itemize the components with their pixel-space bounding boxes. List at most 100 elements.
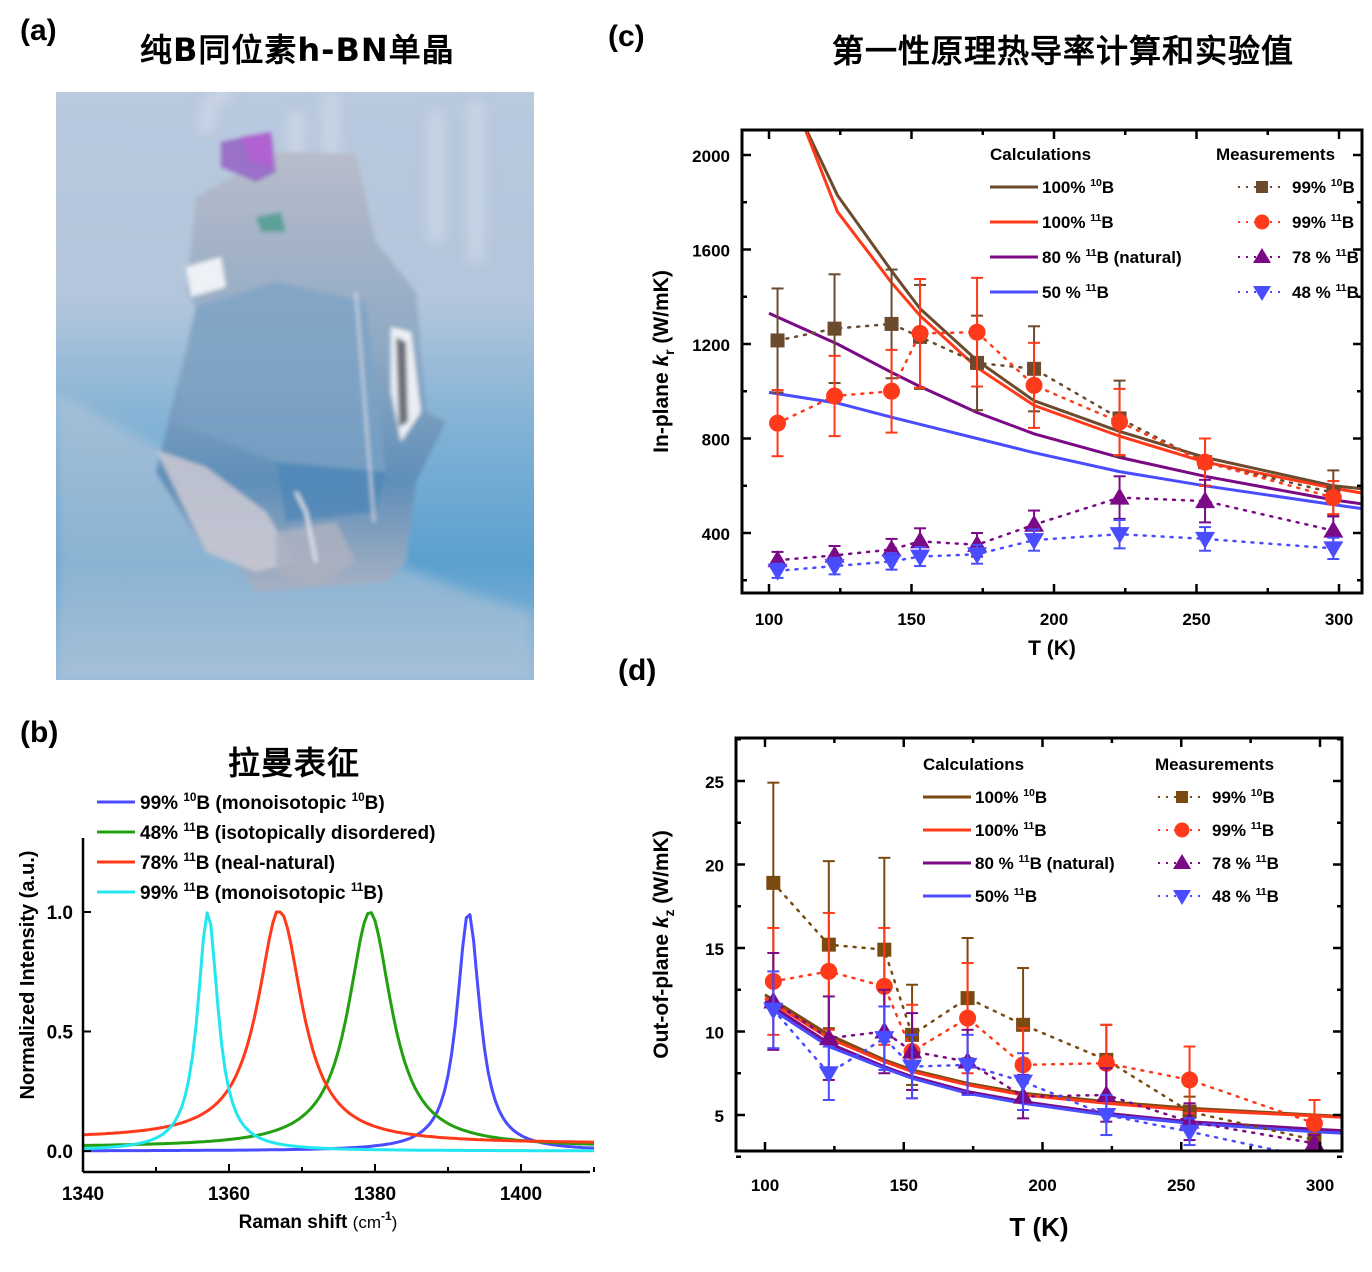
marker-circle	[826, 387, 844, 405]
marker-triangle-down	[767, 563, 788, 581]
y-tick-label: 10	[705, 1024, 724, 1043]
panel-b-title: 拉曼表征	[228, 744, 361, 782]
legend-label: 100% 10B	[975, 787, 1047, 807]
panel-b-label: (b)	[20, 716, 59, 749]
superscript: -1	[381, 1209, 392, 1223]
legend-label: 99% 11B	[1292, 212, 1354, 232]
superscript: 11	[1331, 212, 1342, 224]
legend-label: 50% 11B	[975, 886, 1037, 906]
superscript: 11	[1023, 820, 1034, 832]
text-run: B (isotopically disordered)	[196, 823, 436, 844]
marker-triangle-down	[1013, 1074, 1034, 1092]
superscript: 11	[1335, 247, 1346, 259]
text-run: B	[1102, 178, 1114, 197]
marker-square	[770, 333, 785, 348]
marker-triangle-up	[1109, 487, 1130, 505]
inplane-chart: 100 150 200 250 300 400 800 1200 1600 2000 T (K) In…	[650, 128, 1364, 660]
text-run: Out-of-plane	[650, 928, 673, 1059]
x-tick-label: 1340	[62, 1184, 104, 1205]
x-tick-label: 150	[897, 610, 925, 629]
y-axis-label: In-plane kr (W/mK)	[650, 270, 677, 453]
x-axis-label: T (K)	[1009, 1212, 1068, 1242]
marker-triangle-down	[874, 1031, 895, 1049]
superscript: 11	[1085, 282, 1096, 294]
x-tick-label: 100	[755, 610, 783, 629]
legend-marker-circle	[1174, 822, 1190, 838]
marker-circle	[1324, 489, 1342, 507]
meas-line-2	[772, 1000, 1316, 1145]
y-axis-label: Normalized Intensity (a.u.)	[17, 851, 39, 1100]
legend-label: 50 % 11B	[1042, 282, 1109, 302]
marker-circle	[769, 414, 787, 432]
legend-label: 78 % 11B	[1212, 853, 1279, 873]
text-run: B	[1262, 821, 1274, 840]
legend-label: 100% 11B	[975, 820, 1047, 840]
panel-c-label: (c)	[608, 20, 645, 53]
text-run: 48 %	[1212, 887, 1255, 906]
marker-circle	[820, 962, 838, 980]
superscript: 11	[1014, 886, 1025, 898]
marker-triangle-down	[1096, 1108, 1117, 1125]
legend-label: 80 % 11B (natural)	[975, 853, 1115, 873]
panel-c-title: 第一性原理热导率计算和实验值	[832, 32, 1295, 70]
marker-triangle-down	[763, 1002, 784, 1020]
marker-triangle-up	[1096, 1084, 1117, 1102]
outofplane-axes: 100 150 200 250 300 5 10 15 20 25 T (K) Out-of-plan…	[650, 736, 1344, 1242]
legend-label: 48 % 11B	[1212, 886, 1279, 906]
y-tick-label: 400	[702, 525, 730, 544]
text-run: B	[1262, 788, 1274, 807]
y-tick-label: 1600	[692, 242, 730, 261]
text-run: 100%	[1042, 178, 1090, 197]
marker-circle	[1111, 413, 1129, 431]
superscript: 11	[1085, 247, 1096, 259]
superscript: 10	[183, 791, 197, 804]
x-tick-label: 200	[1040, 610, 1068, 629]
text-run: 78 %	[1292, 248, 1335, 267]
text-run: (W/mK)	[650, 270, 673, 349]
x-tick-label: 1380	[354, 1184, 396, 1205]
x-tick-label: 300	[1306, 1176, 1334, 1195]
marker-circle	[1196, 453, 1214, 471]
text-run: B (natural)	[1097, 248, 1182, 267]
text-run: 78%	[140, 853, 183, 874]
marker-circle	[911, 324, 929, 342]
marker-circle	[1181, 1071, 1199, 1089]
crystal-flake	[156, 132, 446, 592]
legend-marker-circle	[1254, 214, 1270, 230]
legend-label: 48% 11B (isotopically disordered)	[140, 821, 435, 844]
text-run: B	[1025, 887, 1037, 906]
superscript: 11	[183, 881, 196, 894]
y-tick-label: 0.0	[47, 1142, 73, 1163]
panel-a-title: 纯B同位素h-BN单晶	[140, 31, 455, 69]
x-tick-label: 1360	[208, 1184, 250, 1205]
marker-triangle-up	[1024, 514, 1045, 532]
x-axis-label: Raman shift (cm-1)	[239, 1209, 398, 1233]
legend-label: 99% 11B	[1212, 820, 1274, 840]
marker-circle	[883, 382, 901, 400]
marker-triangle-up	[1195, 491, 1216, 509]
marker-circle	[959, 1009, 977, 1027]
legend-label: 100% 11B	[1042, 212, 1114, 232]
plot-frame	[734, 736, 1344, 1153]
superscript: 11	[1335, 282, 1346, 294]
panel-a-label: (a)	[20, 14, 57, 47]
text-run: 50%	[975, 887, 1014, 906]
text-run: B (monoisotopic	[196, 793, 351, 814]
superscript: 10	[1251, 787, 1263, 799]
legend-marker-square	[1256, 181, 1268, 193]
text-run: k	[650, 915, 673, 928]
x-tick-label: 200	[1028, 1176, 1056, 1195]
text-run: 48%	[140, 823, 183, 844]
legend-label: 78 % 11B	[1292, 247, 1359, 267]
marker-triangle-down	[1179, 1124, 1200, 1142]
legend-label: 99% 10B	[1212, 787, 1275, 807]
text-run: 78 %	[1212, 854, 1255, 873]
marker-triangle-down	[957, 1057, 978, 1075]
superscript: 11	[1018, 853, 1029, 865]
marker-triangle-down	[824, 559, 845, 577]
text-run: B	[1267, 887, 1279, 906]
superscript: 11	[1255, 853, 1266, 865]
marker-triangle-down	[1109, 527, 1130, 545]
legend-marker-triangle-down	[1253, 286, 1271, 301]
